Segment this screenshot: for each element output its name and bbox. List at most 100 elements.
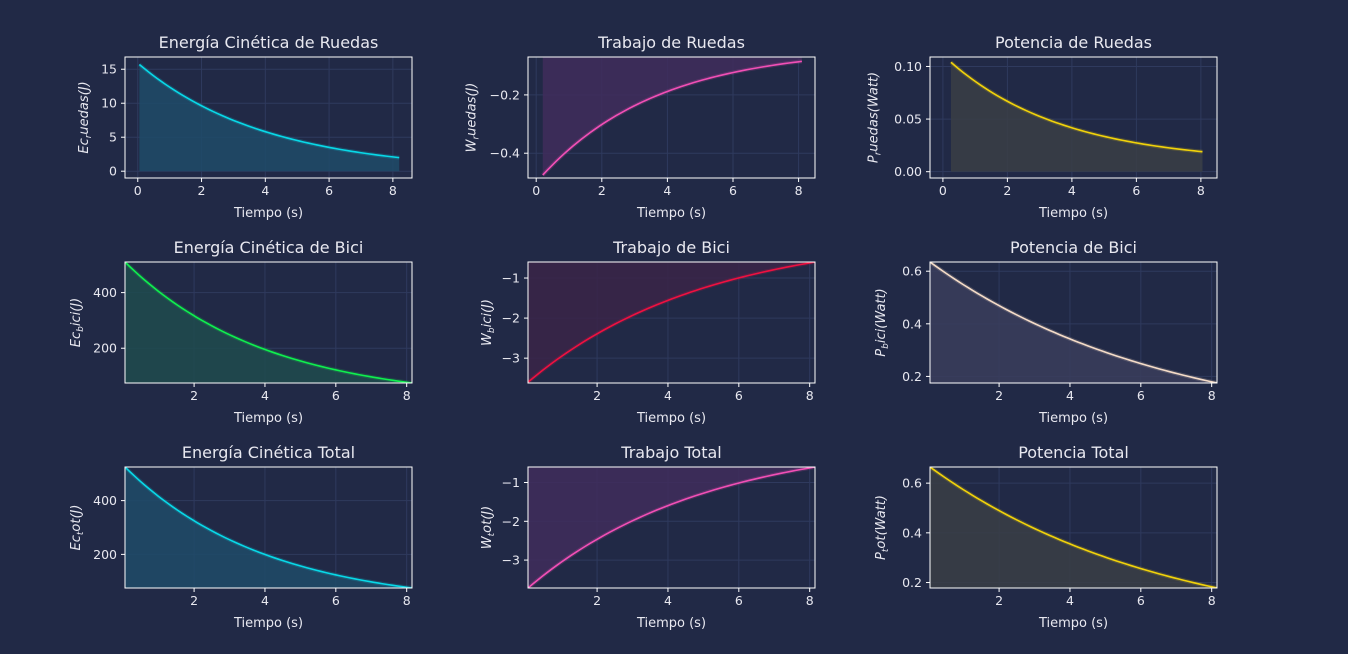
- x-axis-label: Tiempo (s): [1038, 616, 1108, 631]
- x-tick-label: 8: [389, 183, 397, 198]
- series-area: [542, 57, 802, 176]
- series-line: [930, 262, 1217, 383]
- x-tick-label: 6: [332, 388, 340, 403]
- y-tick-label: 0.00: [894, 164, 922, 179]
- axes-frame: [929, 261, 1218, 384]
- chart-panel-1: 0 2 4 6 8 0 5 10 15 Energía Cinética de Ruedas Tie…: [77, 33, 413, 221]
- chart-title: Potencia de Ruedas: [995, 33, 1152, 52]
- x-tick-label: 8: [403, 388, 411, 403]
- x-axis-label: Tiempo (s): [1038, 206, 1108, 221]
- x-tick-label: 4: [261, 593, 269, 608]
- y-tick-label: 0.10: [894, 59, 922, 74]
- series-area: [950, 62, 1203, 172]
- y-tick-label: 0.2: [902, 575, 922, 590]
- axes-frame: [124, 261, 413, 384]
- series-area: [125, 467, 412, 588]
- chart-panel-4: 2 4 6 8 200 400 Energía Cinética de Bici Tiempo…: [69, 238, 413, 426]
- plot-area: [930, 262, 1217, 383]
- x-tick-label: 0: [134, 183, 142, 198]
- y-tick-label: 400: [93, 493, 117, 508]
- axes-frame: [124, 466, 413, 589]
- x-tick-label: 2: [593, 388, 601, 403]
- y-tick-label: −3: [502, 553, 520, 568]
- series-area: [139, 64, 400, 172]
- y-tick-label: 200: [93, 341, 117, 356]
- y-tick-label: −1: [502, 475, 520, 490]
- plot-area: [125, 262, 412, 383]
- series-area: [528, 467, 815, 588]
- x-tick-label: 4: [1066, 388, 1074, 403]
- y-tick-label: 15: [101, 62, 117, 77]
- y-axis-label: Ectot(J): [69, 505, 86, 551]
- series-line: [528, 467, 815, 588]
- x-tick-label: 8: [1197, 183, 1205, 198]
- chart-panel-6: 2 4 6 8 0.2 0.4 0.6 Potencia de Bici Tiempo (s) P…: [874, 238, 1218, 426]
- y-tick-label: 0.4: [902, 316, 922, 331]
- y-tick-label: 0: [109, 164, 117, 179]
- x-tick-label: 8: [806, 593, 814, 608]
- x-tick-label: 0: [532, 183, 540, 198]
- plot-area: [930, 467, 1217, 588]
- x-tick-label: 2: [190, 388, 198, 403]
- chart-title: Trabajo de Ruedas: [597, 33, 745, 52]
- y-tick-label: 0.6: [902, 264, 922, 279]
- y-axis-label: Wbici(J): [480, 299, 497, 346]
- x-tick-label: 4: [664, 388, 672, 403]
- y-axis-label: Ptot(Watt): [874, 495, 891, 560]
- y-tick-label: 200: [93, 547, 117, 562]
- y-tick-label: 0.4: [902, 525, 922, 540]
- x-tick-label: 4: [663, 183, 671, 198]
- x-tick-label: 6: [325, 183, 333, 198]
- chart-panel-2: 0 2 4 6 8 −0.4 −0.2 Trabajo de Ruedas Tiempo (s)…: [465, 33, 816, 221]
- series-line: [138, 63, 400, 159]
- x-tick-label: 2: [995, 388, 1003, 403]
- x-tick-label: 2: [995, 593, 1003, 608]
- y-axis-label: Pbici(Watt): [874, 288, 891, 356]
- x-tick-label: 2: [1003, 183, 1011, 198]
- x-tick-label: 6: [1137, 593, 1145, 608]
- y-tick-label: 0.05: [894, 112, 922, 127]
- series-line: [950, 61, 1203, 153]
- x-tick-label: 0: [939, 183, 947, 198]
- series-area: [125, 262, 412, 383]
- x-tick-label: 6: [735, 593, 743, 608]
- x-tick-label: 8: [1208, 593, 1216, 608]
- x-tick-label: 4: [261, 388, 269, 403]
- chart-panel-5: 2 4 6 8 −3 −2 −1 Trabajo de Bici Tiempo (s) Wbici…: [480, 238, 816, 426]
- x-tick-label: 2: [190, 593, 198, 608]
- chart-title: Energía Cinética de Ruedas: [159, 33, 379, 52]
- series-line: [125, 262, 412, 383]
- y-tick-label: −0.2: [490, 87, 520, 102]
- y-tick-label: 0.6: [902, 476, 922, 491]
- y-tick-label: 10: [101, 96, 117, 111]
- series-line: [125, 467, 412, 588]
- axes-frame: [929, 56, 1218, 179]
- x-tick-label: 4: [1066, 593, 1074, 608]
- x-tick-label: 8: [1208, 388, 1216, 403]
- chart-title: Trabajo Total: [620, 443, 721, 462]
- x-tick-label: 6: [1137, 388, 1145, 403]
- x-axis-label: Tiempo (s): [636, 411, 706, 426]
- chart-title: Potencia Total: [1018, 443, 1129, 462]
- y-tick-label: 400: [93, 285, 117, 300]
- y-tick-label: 5: [109, 130, 117, 145]
- x-tick-label: 4: [664, 593, 672, 608]
- x-tick-label: 8: [403, 593, 411, 608]
- plot-area: [138, 62, 400, 172]
- chart-title: Energía Cinética Total: [182, 443, 355, 462]
- x-tick-label: 2: [593, 593, 601, 608]
- series-area: [528, 262, 815, 383]
- plot-area: [541, 57, 803, 177]
- axes-frame: [929, 466, 1218, 589]
- plot-area: [949, 60, 1203, 172]
- x-tick-label: 2: [598, 183, 606, 198]
- series-line: [930, 467, 1217, 588]
- y-axis-label: Pruedas(Watt): [867, 72, 884, 163]
- x-tick-label: 8: [795, 183, 803, 198]
- y-tick-label: −2: [502, 311, 520, 326]
- y-tick-label: 0.2: [902, 369, 922, 384]
- chart-panel-9: 2 4 6 8 0.2 0.4 0.6 Potencia Total Tiempo (s) Pto…: [874, 443, 1218, 631]
- axes-frame: [527, 466, 816, 589]
- y-axis-label: Ecbici(J): [69, 298, 86, 347]
